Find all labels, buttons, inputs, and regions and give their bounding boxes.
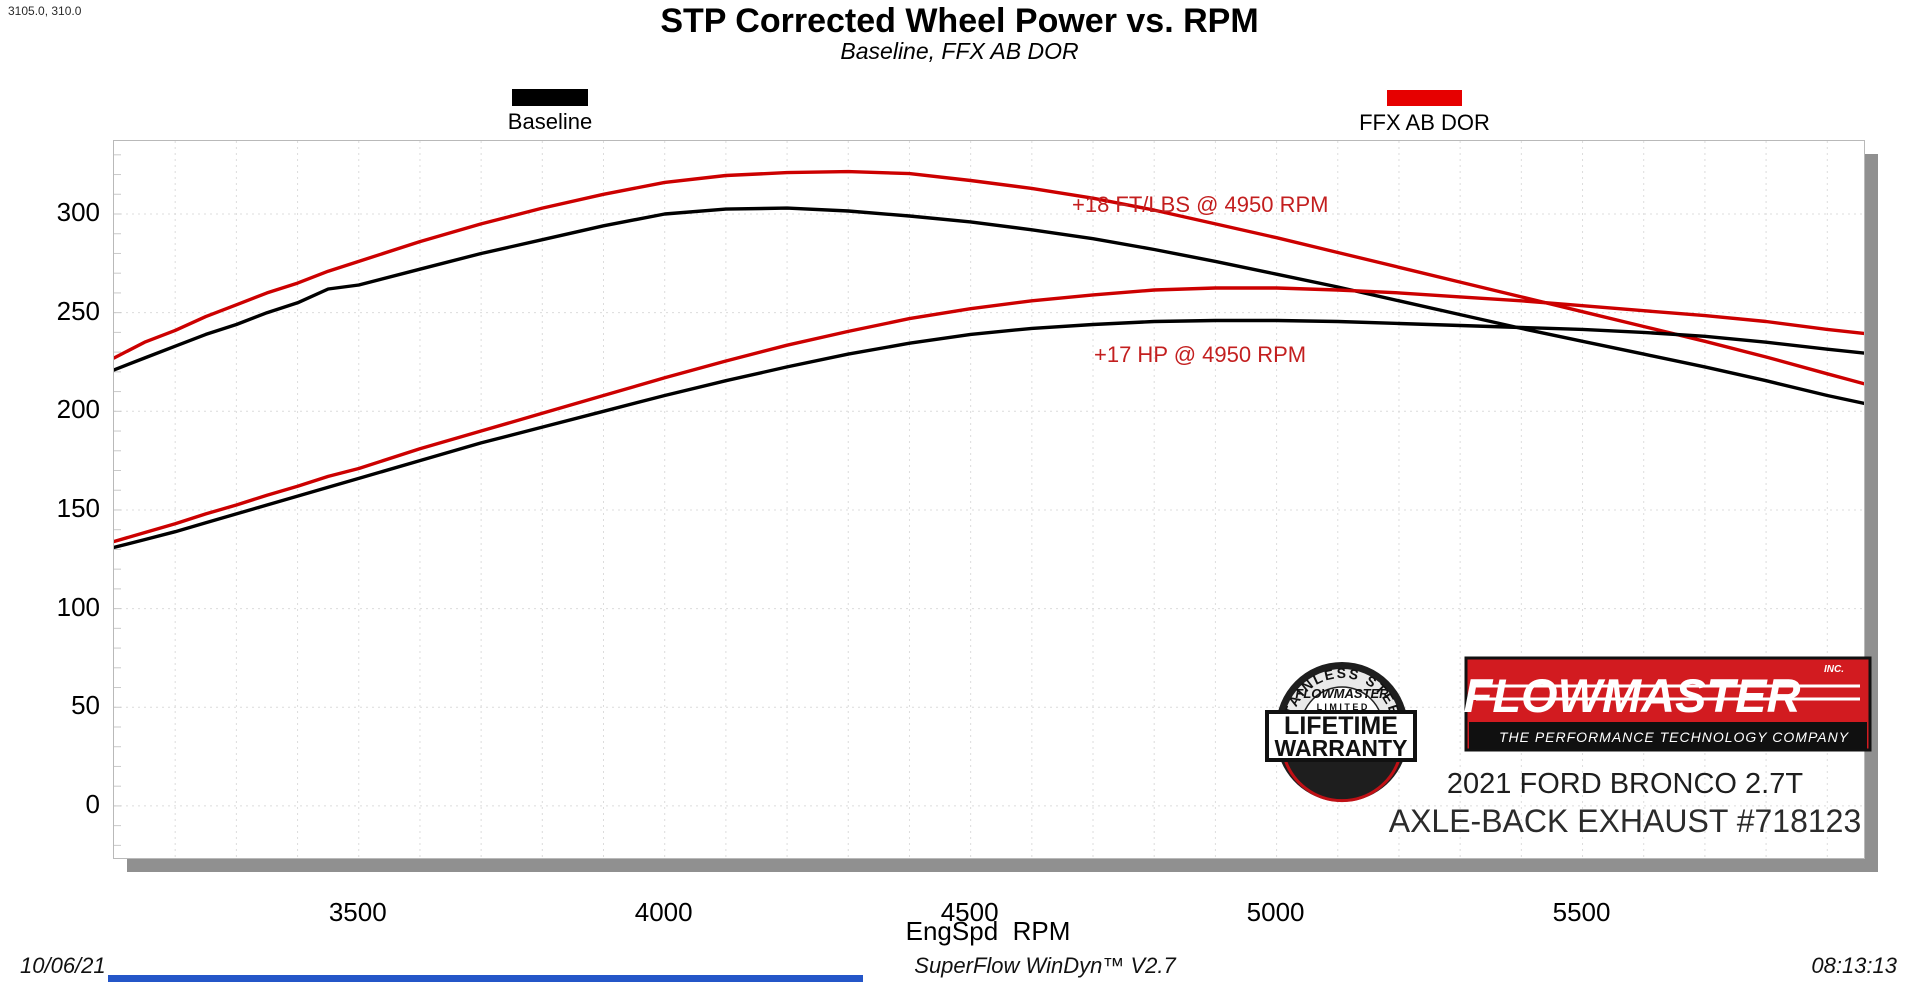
badge-banner-line1: LIFETIME <box>1284 712 1398 740</box>
product-title: AXLE-BACK EXHAUST #718123 <box>1388 803 1862 839</box>
flowmaster-logo: FLOWMASTER INC. THE PERFORMANCE TECHNOLO… <box>1464 656 1872 752</box>
x-tick-label: 3500 <box>328 897 387 927</box>
y-tick-label: 0 <box>85 788 100 819</box>
logo-wordmark: FLOWMASTER <box>1464 669 1800 722</box>
curve-baseline-power-hp- <box>112 318 1866 550</box>
ffx-color-swatch <box>1387 90 1462 106</box>
footer-date: 10/06/21 <box>20 953 106 978</box>
badge-banner-line2: WARRANTY <box>1275 735 1408 761</box>
chart-subtitle: Baseline, FFX AB DOR <box>840 38 1079 64</box>
badge-red-accent-arc <box>1282 755 1402 803</box>
curve-ffx-ab-dor-power-hp- <box>112 286 1866 544</box>
plot-shadow-bottom <box>127 858 1878 872</box>
badge-limited-text: L I M I T E D <box>1317 702 1368 712</box>
x-axis-title: EngSpd RPM <box>905 916 1071 946</box>
x-tick-label: 5000 <box>1246 897 1305 927</box>
power-gain-annotation: +17 HP @ 4950 RPM <box>1094 342 1307 367</box>
legend-label-ffx: FFX AB DOR <box>1359 110 1490 135</box>
torque-gain-annotation: +18 FT/LBS @ 4950 RPM <box>1072 192 1329 217</box>
badge-bottom-fill <box>1278 752 1406 802</box>
curve-ffx-ab-dor-torque-ft-lbs- <box>112 169 1866 386</box>
cursor-position-readout: 3105.0, 310.0 <box>8 4 82 18</box>
y-tick-label: 200 <box>56 394 100 425</box>
logo-tagline: THE PERFORMANCE TECHNOLOGY COMPANY <box>1499 729 1850 745</box>
legend-label-baseline: Baseline <box>507 109 593 134</box>
y-tick-label: 100 <box>56 591 100 622</box>
y-tick-label: 150 <box>56 492 100 523</box>
x-tick-label: 4500 <box>940 897 999 927</box>
vehicle-title: 2021 FORD BRONCO 2.7T <box>1446 768 1804 800</box>
legend-item-baseline: Baseline <box>508 89 592 134</box>
footer-software: SuperFlow WinDyn™ V2.7 <box>914 953 1176 978</box>
logo-inc-text: INC. <box>1824 664 1844 675</box>
lifetime-warranty-badge: STAINLESS STEEL FLOWMASTER L I M I T E D… <box>1265 662 1417 803</box>
baseline-color-swatch <box>512 89 588 106</box>
footer-time: 08:13:13 <box>1811 953 1897 978</box>
logo-black-band <box>1469 722 1867 749</box>
legend-item-ffx-ab-dor: FFX AB DOR <box>1359 90 1490 135</box>
badge-brand-text: FLOWMASTER <box>1295 686 1389 701</box>
x-tick-label: 4000 <box>634 897 693 927</box>
plot-shadow-right <box>1864 154 1878 871</box>
y-tick-label: 300 <box>56 197 100 227</box>
badge-banner <box>1265 710 1417 762</box>
y-tick-label: 50 <box>71 690 100 721</box>
dyno-curves-canvas <box>112 141 1866 858</box>
chart-title: STP Corrected Wheel Power vs. RPM <box>660 2 1259 40</box>
taskbar-sliver <box>108 975 863 982</box>
curve-baseline-torque-ft-lbs- <box>112 206 1866 406</box>
y-tick-label: 250 <box>56 295 100 326</box>
x-tick-label: 5500 <box>1552 897 1611 927</box>
